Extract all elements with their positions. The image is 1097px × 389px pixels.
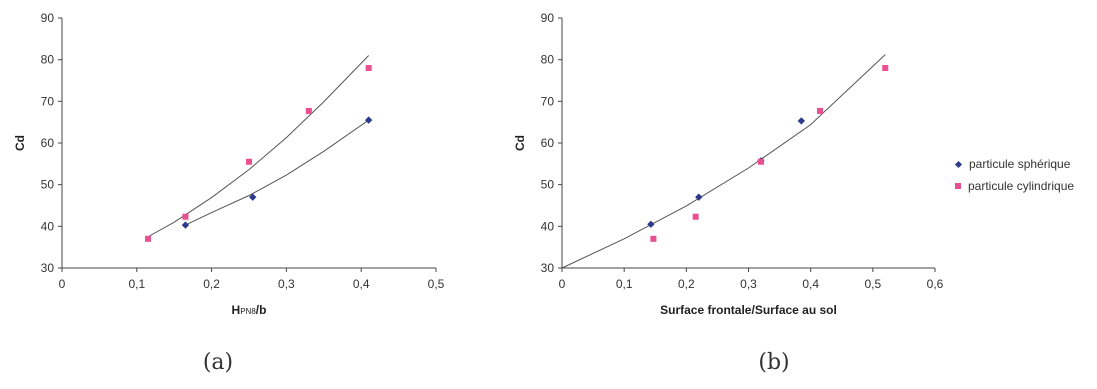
a-point-cylindrique [305,107,312,114]
a-x-tick-label: 0,1 [128,277,145,291]
a-point-cylindrique [182,213,189,220]
legend-item-spherique: particule sphérique [954,153,1074,175]
b-x-tick-label: 0 [559,277,566,291]
chart-panel-a: 30 40 50 60 70 80 90 0 0,1 0,2 0,3 0,4 0,5 Cd HPN8/b [13,11,445,317]
b-y-tick-label: 50 [541,178,555,192]
legend-label: particule sphérique [969,157,1071,171]
b-point-cylindrique [882,65,889,71]
b-y-axis-label: Cd [513,135,527,151]
b-point-spherique [695,193,703,201]
a-point-cylindrique [145,235,152,242]
a-trendline-1 [147,55,370,238]
b-x-axis-label: Surface frontale/Surface au sol [660,303,837,317]
a-x-tick-label: 0,2 [203,277,220,291]
b-trendline [561,54,886,269]
a-point-spherique [181,221,190,229]
a-y-tick-label: 90 [41,11,55,25]
b-y-tick-label: 30 [541,261,555,275]
chart-panel-b: 30 40 50 60 70 80 90 0 0,1 0,2 0,3 0,4 0,5 0,6 Cd Surfa… [513,11,944,317]
b-point-spherique [797,117,806,125]
b-y-tick-label: 70 [541,94,555,108]
b-x-tick-label: 0,3 [740,277,757,291]
legend-label: particule cylindrique [968,179,1075,193]
a-point-spherique [365,116,373,124]
a-point-cylindrique [246,158,252,165]
b-point-cylindrique [816,107,823,114]
legend-marker-diamond [954,160,963,168]
panel-caption-b: (b) [758,350,790,375]
b-y-tick-label: 40 [541,219,555,233]
a-point-spherique [249,193,257,201]
a-y-tick-label: 80 [41,53,55,67]
b-x-tick-label: 0,6 [927,277,944,291]
a-x-tick-label: 0,4 [353,277,370,291]
a-y-tick-label: 40 [41,219,55,233]
b-point-cylindrique [650,235,657,242]
a-x-tick-label: 0,5 [428,277,445,291]
panel-caption-a: (a) [202,350,234,375]
b-point-cylindrique [692,213,699,220]
a-x-axis-label: HPN8/b [232,303,267,317]
b-x-tick-label: 0,2 [678,277,695,291]
a-y-tick-label: 60 [41,136,55,150]
a-trendline-0 [185,119,369,226]
b-y-tick-label: 60 [541,136,555,150]
a-point-cylindrique [365,65,372,71]
b-y-tick-label: 90 [541,11,555,25]
b-point-cylindrique [757,158,764,165]
b-x-tick-label: 0,1 [616,277,633,291]
legend-marker-square [955,183,961,189]
a-x-tick-label: 0 [59,277,66,291]
b-y-tick-label: 80 [541,53,555,67]
a-y-axis-label: Cd [13,135,27,151]
legend: particule sphérique particule cylindriqu… [954,153,1074,197]
b-x-tick-label: 0,4 [802,277,819,291]
a-y-tick-label: 50 [41,178,55,192]
a-x-tick-label: 0,3 [278,277,295,291]
legend-item-cylindrique: particule cylindrique [955,175,1074,197]
b-point-spherique [647,220,655,228]
a-y-tick-label: 30 [41,261,55,275]
a-y-tick-label: 70 [41,94,55,108]
b-x-tick-label: 0,5 [864,277,881,291]
